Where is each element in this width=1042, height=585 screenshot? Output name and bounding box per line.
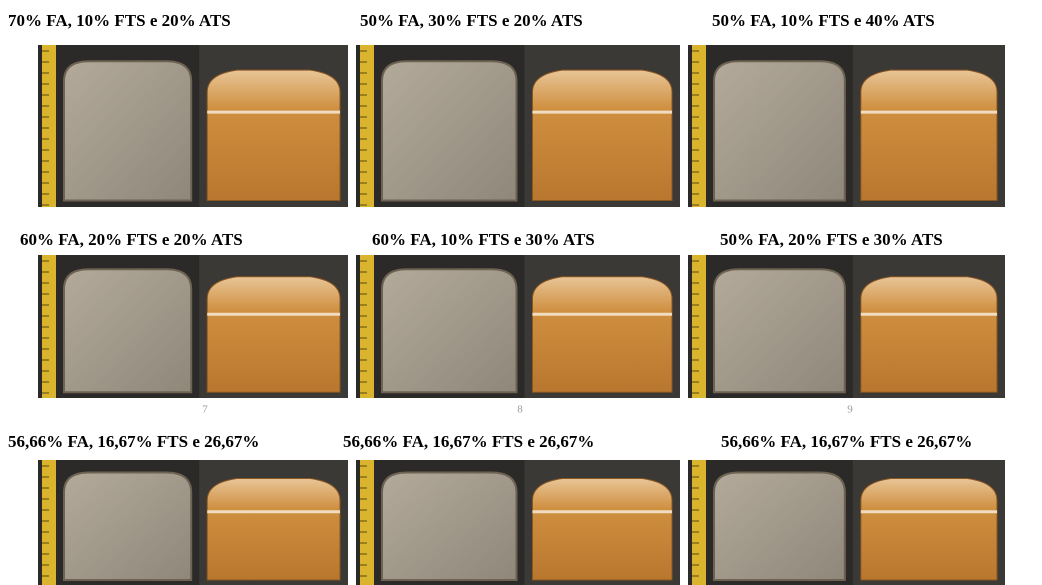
photo bbox=[356, 460, 680, 585]
caption: 60% FA, 20% FTS e 20% ATS bbox=[20, 230, 243, 249]
bread-slice bbox=[713, 60, 846, 202]
ruler bbox=[692, 45, 706, 207]
caption: 56,66% FA, 16,67% FTS e 26,67% bbox=[721, 432, 972, 451]
caption: 50% FA, 10% FTS e 40% ATS bbox=[712, 11, 935, 30]
bread-loaf bbox=[860, 69, 998, 202]
bread-loaf bbox=[206, 69, 341, 202]
photo bbox=[38, 45, 348, 207]
photo bbox=[38, 460, 348, 585]
sample-number: 8 bbox=[517, 404, 523, 416]
bread-loaf bbox=[531, 478, 673, 581]
bread-slice bbox=[713, 471, 846, 581]
labels: 70% FA, 10% FTS e 20% ATS 50% FA, 30% FTS… bbox=[8, 11, 972, 451]
caption: 60% FA, 10% FTS e 30% ATS bbox=[372, 230, 595, 249]
sample-number: 9 bbox=[847, 404, 853, 416]
ruler bbox=[360, 45, 374, 207]
photo bbox=[356, 255, 680, 398]
caption: 56,66% FA, 16,67% FTS e 26,67% bbox=[8, 432, 259, 451]
bread-slice bbox=[63, 471, 193, 581]
ruler bbox=[42, 45, 56, 207]
ruler bbox=[42, 460, 56, 585]
photo bbox=[688, 255, 1005, 398]
bread-slice bbox=[381, 60, 518, 202]
caption: 56,66% FA, 16,67% FTS e 26,67% bbox=[343, 432, 594, 451]
caption: 50% FA, 30% FTS e 20% ATS bbox=[360, 11, 583, 30]
photo bbox=[38, 255, 348, 398]
photos bbox=[38, 45, 1005, 585]
bread-loaf bbox=[860, 478, 998, 581]
sample-number: 7 bbox=[202, 404, 208, 416]
bread-slice bbox=[381, 268, 518, 394]
caption: 50% FA, 20% FTS e 30% ATS bbox=[720, 230, 943, 249]
ruler bbox=[692, 460, 706, 585]
bread-loaf bbox=[860, 276, 998, 393]
bread-slice bbox=[63, 60, 193, 202]
ruler bbox=[360, 460, 374, 585]
bread-loaf bbox=[531, 69, 673, 202]
photo bbox=[688, 460, 1005, 585]
bread-loaf bbox=[531, 276, 673, 393]
bread-loaf bbox=[206, 276, 341, 393]
bread-slice bbox=[713, 268, 846, 394]
caption: 70% FA, 10% FTS e 20% ATS bbox=[8, 11, 231, 30]
bread-slice bbox=[63, 268, 193, 394]
bread-loaf bbox=[206, 478, 341, 581]
photo bbox=[356, 45, 680, 207]
bread-slice bbox=[381, 471, 518, 581]
photo bbox=[688, 45, 1005, 207]
